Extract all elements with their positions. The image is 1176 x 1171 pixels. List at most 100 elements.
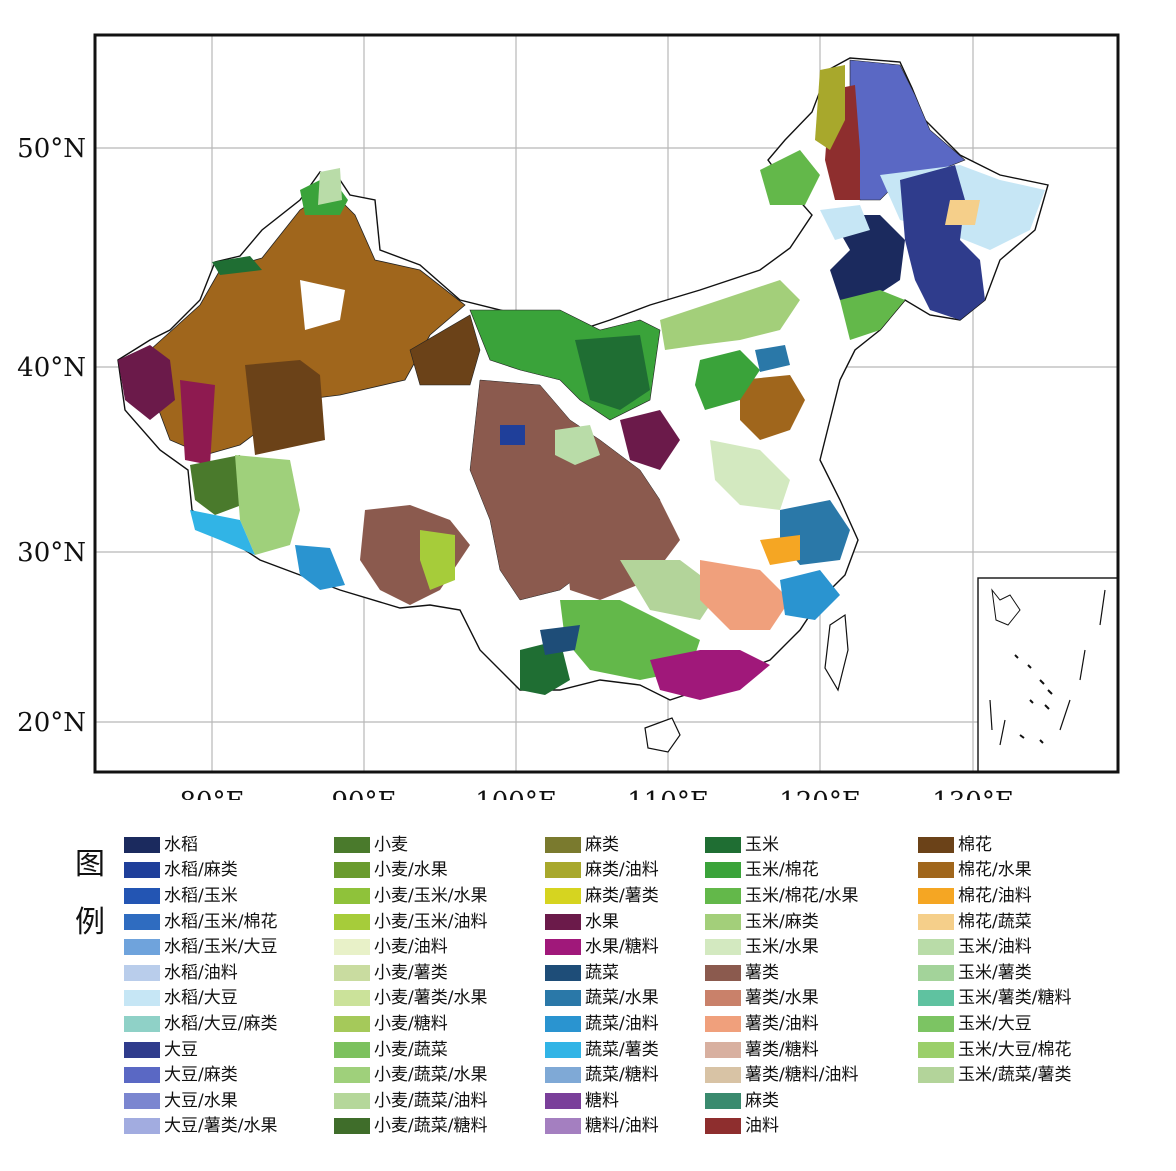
region-wheat-veg-tibet	[235, 455, 300, 555]
legend-swatch	[124, 1015, 160, 1032]
legend-label: 小麦/薯类	[374, 962, 448, 983]
legend-swatch	[545, 887, 581, 904]
legend-swatch	[334, 836, 370, 853]
inset-south-china-sea	[977, 577, 1119, 773]
region-maize-veg-central	[555, 425, 600, 465]
region-maize-altai-light	[318, 168, 342, 205]
x-tick-label: 80°E	[179, 787, 244, 800]
legend-swatch	[545, 1118, 581, 1135]
legend-item: 棉花	[918, 832, 1071, 858]
legend-label: 小麦/蔬菜	[374, 1039, 448, 1060]
region-wheat-oil-tibet	[420, 530, 455, 590]
legend-item: 薯类/糖料/油料	[705, 1062, 858, 1088]
region-hemp-oil-north	[815, 65, 845, 150]
legend-swatch	[334, 1067, 370, 1084]
region-veg-yunnan	[540, 625, 580, 655]
legend-item: 玉米	[705, 832, 858, 858]
region-tuber-oil-south	[700, 560, 790, 630]
legend-swatch	[545, 964, 581, 981]
legend-label: 水稻/油料	[164, 962, 238, 983]
legend-label: 棉花/蔬菜	[958, 911, 1032, 932]
legend-swatch	[705, 939, 741, 956]
legend-swatch	[124, 1067, 160, 1084]
legend-swatch	[124, 862, 160, 879]
legend-label: 薯类/水果	[745, 988, 819, 1009]
legend-item: 糖料	[545, 1088, 659, 1114]
legend-item: 小麦/蔬菜/水果	[334, 1062, 487, 1088]
legend-title-char: 例	[75, 905, 105, 940]
legend-swatch	[918, 913, 954, 930]
legend-label: 玉米/大豆	[958, 1013, 1032, 1034]
legend-label: 水稻/玉米/棉花	[164, 911, 278, 932]
legend-item: 小麦/玉米/水果	[334, 883, 487, 909]
legend-swatch	[705, 1015, 741, 1032]
legend-swatch	[705, 913, 741, 930]
legend-label: 小麦/蔬菜/糖料	[374, 1116, 488, 1137]
region-maize-plain	[695, 350, 760, 410]
legend-item: 玉米/棉花	[705, 858, 858, 884]
x-tick-label: 130°E	[932, 787, 1014, 800]
legend-item: 麻类	[705, 1088, 858, 1114]
legend-title: 图 例	[72, 836, 108, 952]
legend-swatch	[334, 964, 370, 981]
legend-swatch	[545, 862, 581, 879]
region-maize-guangxi	[520, 640, 570, 695]
legend-label: 玉米/水果	[745, 937, 819, 958]
legend-item: 糖料/油料	[545, 1114, 659, 1140]
legend-item: 小麦	[334, 832, 487, 858]
legend-swatch	[334, 913, 370, 930]
legend-item: 水稻/大豆	[124, 986, 277, 1012]
legend-item: 玉米/蔬菜/薯类	[918, 1062, 1071, 1088]
legend-swatch	[334, 1092, 370, 1109]
legend-swatch	[705, 862, 741, 879]
legend-label: 棉花	[958, 834, 992, 855]
legend-label: 小麦/蔬菜/水果	[374, 1065, 488, 1086]
region-maize-fruit-north	[660, 280, 800, 350]
legend-label: 玉米/棉花/水果	[745, 885, 859, 906]
legend-swatch	[918, 887, 954, 904]
legend-label: 薯类/糖料	[745, 1039, 819, 1060]
legend-swatch	[334, 887, 370, 904]
legend-label: 棉花/油料	[958, 885, 1032, 906]
legend-label: 蔬菜/薯类	[585, 1039, 659, 1060]
legend-item: 小麦/水果	[334, 858, 487, 884]
legend-swatch	[918, 1067, 954, 1084]
legend-label: 蔬菜/糖料	[585, 1065, 659, 1086]
legend-label: 玉米/大豆/棉花	[958, 1039, 1072, 1060]
legend-item: 大豆	[124, 1037, 277, 1063]
region-fruit-west	[118, 345, 175, 420]
region-veg-plain	[710, 440, 790, 510]
legend-item: 麻类/薯类	[545, 883, 659, 909]
legend-label: 蔬菜/油料	[585, 1013, 659, 1034]
legend-label: 水稻/大豆	[164, 988, 238, 1009]
region-fruit-hebei	[755, 345, 790, 372]
legend-column: 麻类 麻类/油料 麻类/薯类 水果 水果/糖料 蔬菜 蔬菜/水果 蔬菜/油料 蔬菜/薯类 蔬菜/糖…	[545, 832, 659, 1139]
legend-item: 小麦/薯类/水果	[334, 986, 487, 1012]
legend-label: 小麦/玉米/油料	[374, 911, 488, 932]
legend-swatch	[705, 1118, 741, 1135]
legend-item: 水稻/大豆/麻类	[124, 1011, 277, 1037]
legend-label: 玉米/油料	[958, 937, 1032, 958]
legend-swatch	[124, 990, 160, 1007]
map-area	[95, 35, 1118, 772]
legend-item: 小麦/薯类	[334, 960, 487, 986]
legend-swatch	[918, 964, 954, 981]
region-fruit-sugar-west	[180, 380, 215, 465]
legend-item: 小麦/油料	[334, 934, 487, 960]
legend-item: 大豆/薯类/水果	[124, 1114, 277, 1140]
region-cotton-east	[409, 314, 481, 386]
legend-item: 薯类/水果	[705, 986, 858, 1012]
legend-label: 麻类/油料	[585, 860, 659, 881]
legend-swatch	[918, 1015, 954, 1032]
legend-label: 薯类/油料	[745, 1013, 819, 1034]
region-liaoning	[840, 290, 905, 340]
legend-item: 水果	[545, 909, 659, 935]
map-frame	[93, 33, 1120, 774]
y-tick-label: 50°N	[17, 134, 86, 164]
legend-item: 水稻/玉米/大豆	[124, 934, 277, 960]
legend-item: 玉米/油料	[918, 934, 1071, 960]
region-cotton-shandong	[740, 375, 805, 440]
legend-item: 小麦/蔬菜	[334, 1037, 487, 1063]
legend-label: 大豆/薯类/水果	[164, 1116, 278, 1137]
legend-swatch	[545, 939, 581, 956]
